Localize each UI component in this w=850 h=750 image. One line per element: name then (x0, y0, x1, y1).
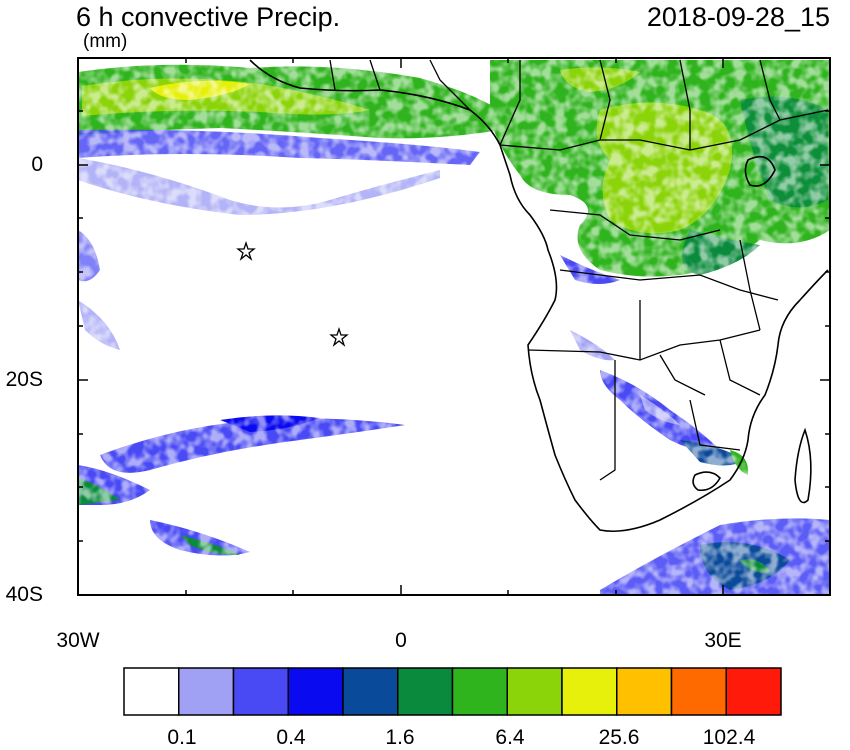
colorbar-swatch (506, 667, 563, 716)
colorbar-label: 0.4 (276, 726, 306, 749)
colorbar-swatch (123, 667, 180, 716)
plot-title: 6 h convective Precip. (76, 2, 341, 32)
units-label: (mm) (83, 31, 128, 52)
colorbar-swatch (561, 667, 618, 716)
y-tick-label: 20S (5, 368, 43, 391)
precip-texture (78, 58, 830, 595)
map-frame (77, 57, 831, 596)
coastlines (249, 59, 829, 533)
x-tick-label: 30W (56, 629, 100, 652)
y-tick-label: 40S (5, 583, 43, 606)
colorbar-swatch (342, 667, 399, 716)
colorbar-swatch (451, 667, 508, 716)
x-tick-label: 0 (395, 629, 407, 652)
station-markers (236, 240, 349, 347)
colorbar-label: 6.4 (495, 726, 525, 749)
colorbar-label: 1.6 (385, 726, 415, 749)
colorbar-swatch (178, 667, 235, 716)
star-marker (236, 240, 256, 261)
colorbar (123, 667, 782, 716)
x-tick-label: 30E (704, 629, 742, 652)
valid-datetime: 2018-09-28_15 (646, 2, 830, 32)
country-borders (329, 59, 829, 481)
colorbar-label: 102.4 (702, 726, 756, 749)
colorbar-swatch (616, 667, 673, 716)
colorbar-swatch (397, 667, 454, 716)
colorbar-label: 25.6 (598, 726, 640, 749)
y-tick-label: 0 (31, 153, 43, 176)
colorbar-swatch (670, 667, 727, 716)
colorbar-swatch (232, 667, 289, 716)
colorbar-swatch (725, 667, 782, 716)
colorbar-swatch (287, 667, 344, 716)
star-marker (329, 326, 349, 347)
colorbar-label: 0.1 (167, 726, 197, 749)
